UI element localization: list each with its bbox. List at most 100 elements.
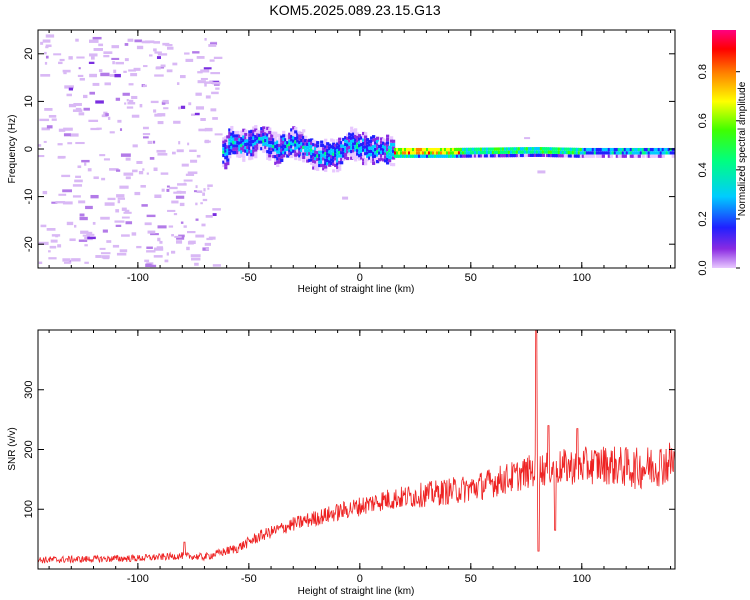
spectrogram-cell	[405, 154, 410, 158]
spectrogram-cell	[525, 147, 530, 151]
spectrogram-cell	[485, 147, 490, 151]
spectrogram-cell	[455, 154, 460, 158]
spectrogram-cell	[268, 150, 272, 155]
spectrogram-cell	[390, 139, 394, 143]
spectrogram-cell	[140, 184, 146, 188]
spectrogram-cell	[240, 133, 244, 137]
spectrogram-cell	[48, 250, 51, 253]
spectrogram-cell	[144, 40, 155, 44]
spectrogram-cell	[256, 129, 260, 134]
spectrogram-cell	[69, 238, 76, 242]
spectrogram-cell	[260, 137, 264, 141]
spectrogram-cell	[286, 151, 290, 155]
spectrogram-cell	[202, 192, 205, 196]
spectrogram-cell	[587, 147, 591, 152]
spectrogram-cell	[322, 157, 326, 161]
spectrogram-cell	[354, 138, 358, 142]
spectrogram-cell	[346, 143, 350, 147]
spectrogram-cell	[286, 144, 290, 148]
spectrogram-cell	[308, 148, 312, 152]
spectrogram-cell	[340, 141, 344, 145]
spectrogram-cell	[437, 154, 442, 158]
x-tick-label: -50	[241, 272, 257, 284]
spectrogram-cell	[246, 145, 250, 150]
spectrogram-cell	[224, 162, 228, 166]
spectrogram-cell	[370, 139, 374, 143]
spectrogram-cell	[394, 154, 398, 158]
spectrogram-cell	[272, 141, 276, 145]
spectrogram-cell	[571, 151, 575, 155]
spectrogram-cell	[260, 130, 264, 134]
spectrogram-cell	[445, 154, 450, 158]
spectrogram-cell	[264, 142, 268, 146]
spectrogram-cell	[555, 147, 560, 151]
spectrogram-cell	[238, 134, 242, 138]
spectrogram-cell	[374, 144, 378, 148]
spectrogram-cell	[161, 188, 165, 192]
spectrogram-cell	[292, 132, 296, 137]
spectrogram-cell	[535, 150, 540, 154]
spectrogram-cell	[352, 149, 356, 153]
spectrogram-cell	[236, 130, 240, 135]
spectrogram-cell	[89, 91, 95, 95]
spectrogram-cell	[384, 149, 388, 153]
spectrogram-cell	[153, 109, 157, 113]
spectrogram-cell	[459, 151, 464, 155]
spectrogram-cell	[78, 112, 85, 116]
spectrogram-cell	[433, 154, 438, 158]
spectrogram-cell	[244, 139, 248, 143]
spectrogram-cell	[421, 151, 426, 155]
spectrogram-cell	[376, 136, 380, 140]
spectrogram-cell	[382, 158, 386, 162]
spectrogram-cell	[599, 154, 603, 158]
spectrogram-cell	[133, 67, 141, 71]
spectrogram-cell	[467, 154, 472, 158]
spectrogram-cell	[425, 147, 430, 152]
spectrogram-cell	[51, 201, 58, 204]
spectrogram-cell	[336, 139, 340, 143]
spectrogram-cell	[155, 66, 161, 70]
spectrogram-cell	[42, 39, 51, 43]
spectrogram-cell	[240, 140, 244, 144]
spectrogram-cell	[234, 151, 238, 155]
spectrogram-cell	[338, 140, 342, 145]
spectrogram-cell	[447, 154, 452, 158]
spectrogram-cell	[501, 150, 506, 154]
spectrogram-cell	[282, 144, 286, 148]
spectrogram-cell	[142, 133, 151, 136]
spectrogram-cell	[226, 155, 230, 159]
spectrogram-cell	[653, 147, 657, 152]
spectrogram-cell	[242, 148, 246, 152]
spectrogram-cell	[364, 162, 368, 166]
spectrogram-cell	[147, 230, 156, 234]
spectrogram-cell	[435, 151, 440, 155]
spectrogram-cell	[390, 146, 394, 150]
spectrogram-cell	[477, 150, 482, 155]
spectrogram-cell	[228, 151, 232, 155]
spectrogram-cell	[557, 147, 562, 151]
spectrogram-cell	[392, 156, 396, 160]
spectrogram-cell	[563, 150, 568, 155]
spectrogram-cell	[150, 100, 159, 104]
spectrogram-cell	[394, 147, 398, 152]
spectrogram-cell	[178, 141, 181, 145]
spectrogram-cell	[288, 152, 292, 156]
spectrogram-cell	[669, 151, 673, 155]
spectrogram-cell	[651, 151, 655, 155]
spectrogram-cell	[288, 139, 292, 143]
spectrogram-cell	[260, 143, 264, 147]
spectrogram-cell	[384, 159, 388, 163]
spectrogram-cell	[115, 224, 122, 227]
spectrogram-cell	[388, 149, 392, 153]
spectrogram-cell	[326, 148, 330, 153]
x-tick-label: 50	[465, 272, 477, 284]
spectrogram-cell	[44, 61, 48, 65]
spectrogram-cell	[45, 34, 55, 38]
spectrogram-cell	[250, 149, 254, 153]
spectrogram-cell	[284, 141, 288, 145]
spectrogram-cell	[449, 147, 454, 152]
spectrogram-cell	[485, 154, 490, 158]
snr-series-line	[37, 329, 676, 564]
spectrogram-cell	[499, 147, 504, 151]
spectrogram-cell	[44, 51, 47, 55]
